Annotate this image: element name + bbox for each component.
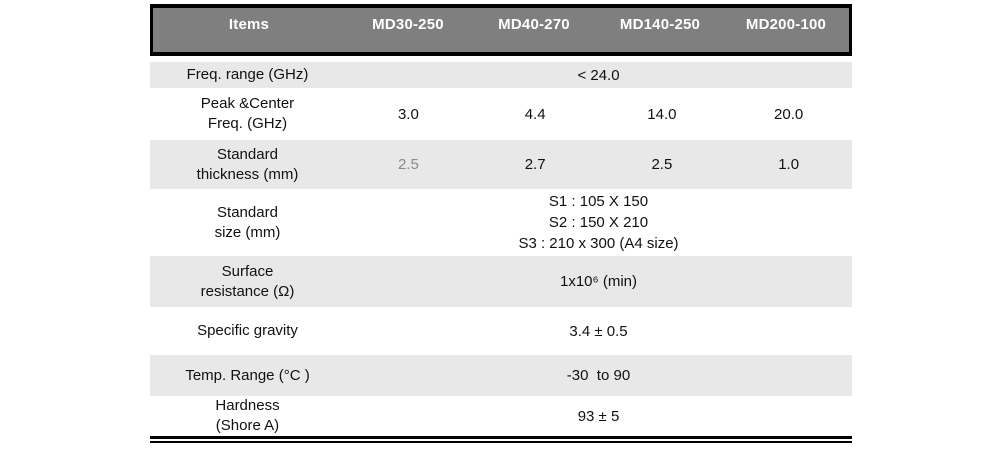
row-value-span: < 24.0 bbox=[577, 66, 620, 84]
header-md140-250: MD140-250 bbox=[619, 16, 701, 33]
row-hardness: Hardness (Shore A) 93 ± 5 bbox=[150, 396, 852, 436]
row-value-span: S1 : 105 X 150 S2 : 150 X 210 S3 : 210 x… bbox=[518, 193, 679, 252]
spec-table: Items MD30-250 MD40-270 MD140-250 MD200-… bbox=[150, 4, 852, 443]
table-body: Freq. range (GHz) < 24.0 Peak &Center Fr… bbox=[150, 62, 852, 436]
row-freq-range: Freq. range (GHz) < 24.0 bbox=[150, 62, 852, 88]
row-value-span: 1x10⁶ (min) bbox=[559, 273, 638, 290]
row-label: Standard thickness (mm) bbox=[196, 145, 299, 183]
row-peak-center-freq: Peak &Center Freq. (GHz) 3.0 4.4 14.0 20… bbox=[150, 88, 852, 140]
row-standard-thickness: Standard thickness (mm) 2.5 2.7 2.5 1.0 bbox=[150, 140, 852, 189]
row-value-md200-100: 1.0 bbox=[778, 156, 800, 173]
table-bottom-border-gap bbox=[150, 439, 852, 441]
row-value-md40-270: 2.7 bbox=[524, 156, 546, 173]
table-bottom-border-thin bbox=[150, 441, 852, 443]
row-value-md30-250: 2.5 bbox=[397, 156, 419, 173]
row-label: Temp. Range (°C ) bbox=[185, 366, 310, 384]
row-surface-resistance: Surface resistance (Ω) 1x10⁶ (min) bbox=[150, 256, 852, 307]
row-label: Peak &Center Freq. (GHz) bbox=[200, 95, 295, 132]
row-value-md140-250: 2.5 bbox=[651, 156, 673, 173]
header-items: Items bbox=[228, 16, 270, 33]
header-md30-250: MD30-250 bbox=[372, 16, 444, 33]
row-label: Surface resistance (Ω) bbox=[200, 262, 295, 300]
row-standard-size: Standard size (mm) S1 : 105 X 150 S2 : 1… bbox=[150, 189, 852, 256]
row-value-span: -30 to 90 bbox=[566, 367, 631, 384]
row-value-span: 93 ± 5 bbox=[577, 407, 620, 425]
row-label: Freq. range (GHz) bbox=[186, 66, 309, 83]
row-label: Standard size (mm) bbox=[214, 203, 281, 241]
row-value-md200-100: 20.0 bbox=[774, 105, 804, 123]
row-label: Hardness (Shore A) bbox=[215, 397, 280, 434]
row-label: Specific gravity bbox=[197, 322, 298, 339]
row-value-span: 3.4 ± 0.5 bbox=[569, 322, 628, 340]
table-header-row: Items MD30-250 MD40-270 MD140-250 MD200-… bbox=[150, 4, 852, 56]
row-specific-gravity: Specific gravity 3.4 ± 0.5 bbox=[150, 307, 852, 355]
row-value-md40-270: 4.4 bbox=[524, 105, 546, 123]
header-md200-100: MD200-100 bbox=[745, 16, 827, 33]
table-bottom-border-thick bbox=[150, 436, 852, 439]
header-md40-270: MD40-270 bbox=[498, 16, 570, 33]
row-temp-range: Temp. Range (°C ) -30 to 90 bbox=[150, 355, 852, 396]
row-value-md140-250: 14.0 bbox=[647, 105, 677, 123]
row-value-md30-250: 3.0 bbox=[397, 105, 419, 123]
